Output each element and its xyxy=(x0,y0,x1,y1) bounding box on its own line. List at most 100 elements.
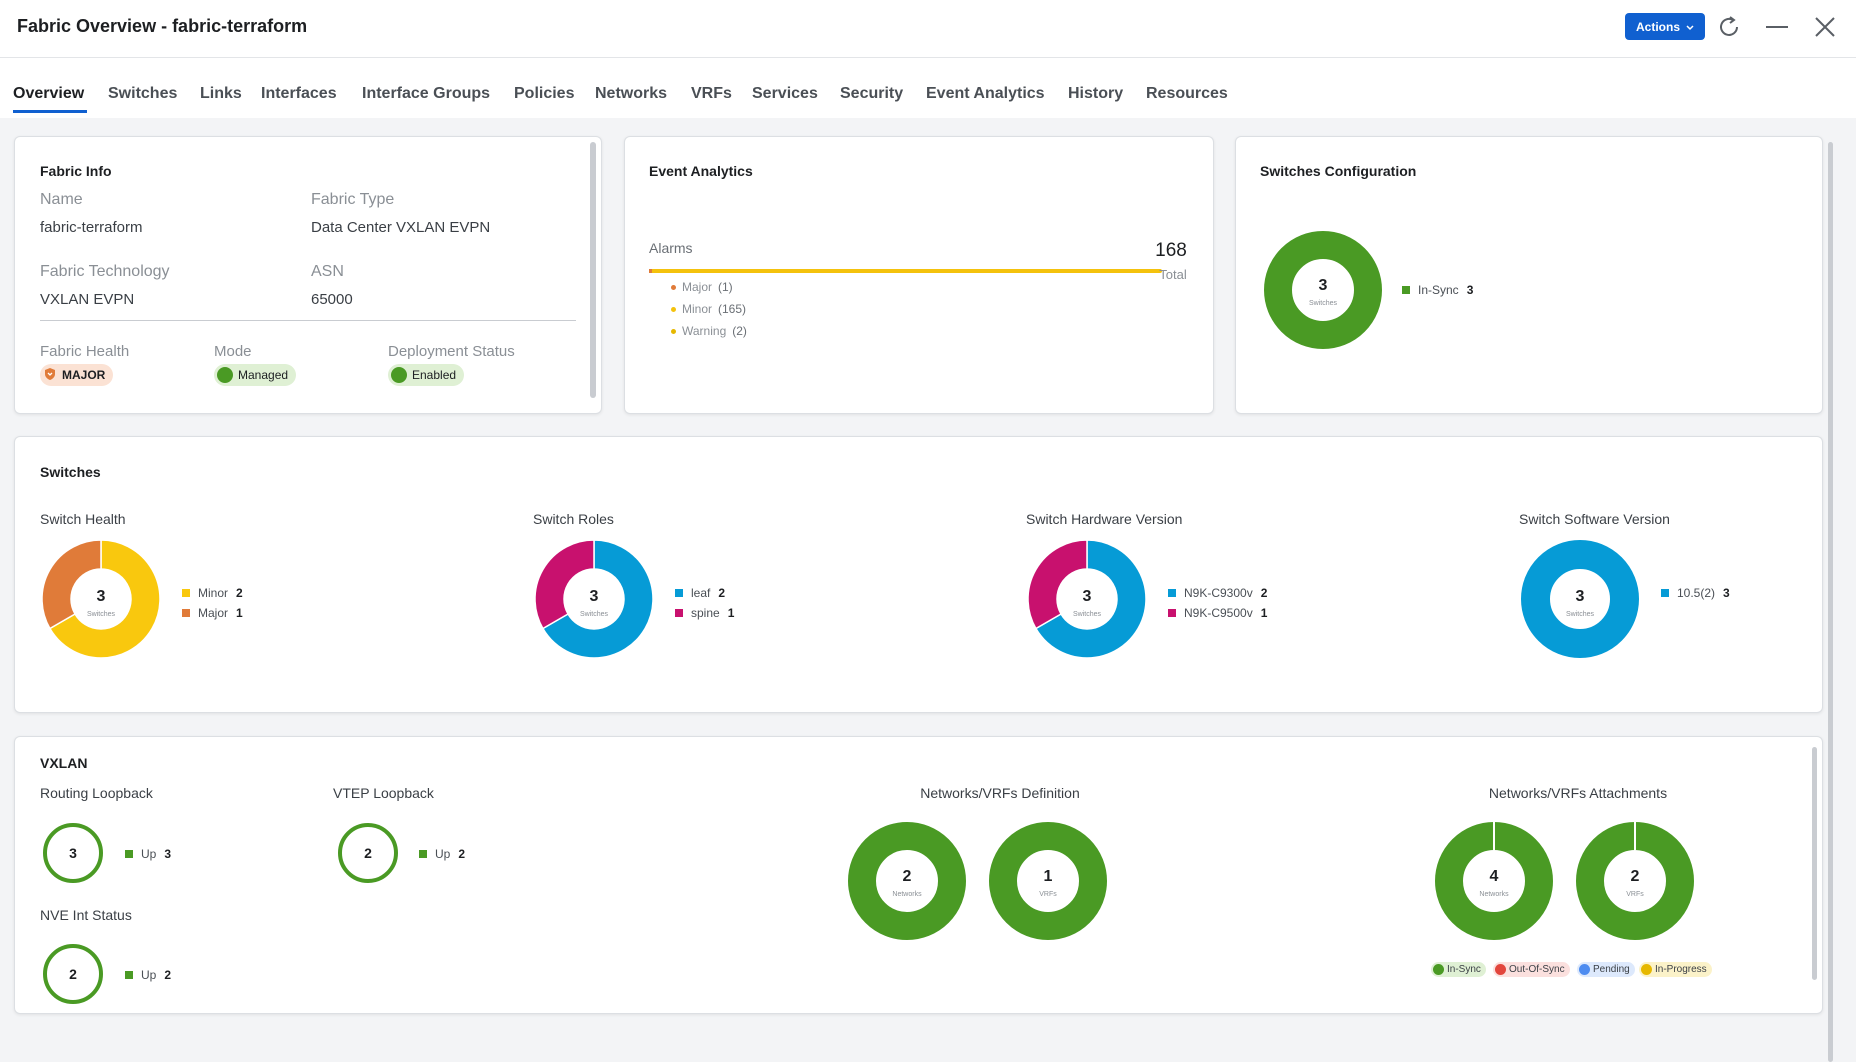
shield-icon xyxy=(43,367,57,384)
switch-hardware-version-title: Switch Hardware Version xyxy=(1026,511,1183,527)
tab-networks[interactable]: Networks xyxy=(595,85,668,102)
legend-swatch xyxy=(182,589,190,597)
donut-slice-10-5-2- xyxy=(1521,540,1639,658)
alarm-warning-count: (2) xyxy=(732,324,747,338)
routing-loopback-title: Routing Loopback xyxy=(40,785,153,801)
status-dot-icon xyxy=(217,367,233,383)
switch-health-donut: 3 Switches xyxy=(41,539,161,659)
window-header: Fabric Overview - fabric-terraform Actio… xyxy=(0,0,1856,58)
fabric-info-scrollbar[interactable] xyxy=(590,142,596,398)
donut-center-sub: Switches xyxy=(1073,611,1102,618)
page-title: Fabric Overview - fabric-terraform xyxy=(17,16,308,36)
legend-pill-in-progress: In-Progress xyxy=(1639,962,1712,977)
tab-switches[interactable]: Switches xyxy=(108,85,178,102)
switches-configuration-card: Switches Configuration 3 Switches In-Syn… xyxy=(1235,136,1833,1062)
vtep-loopback-legend: Up 2 xyxy=(419,847,465,861)
tab-vrfs[interactable]: VRFs xyxy=(691,85,732,102)
switch-roles-donut: 3 Switches xyxy=(534,539,654,659)
networks-vrfs-attachments-title: Networks/VRFs Attachments xyxy=(1488,785,1668,801)
event-analytics-card: Event Analytics Alarms 168 Total Major (… xyxy=(624,136,1214,414)
legend-swatch xyxy=(1661,589,1669,597)
legend-value: 2 xyxy=(718,586,726,600)
name-value: fabric-terraform xyxy=(40,219,143,236)
legend-label: 10.5(2) xyxy=(1677,586,1716,600)
legend-pill-out-of-sync: Out-Of-Sync xyxy=(1493,962,1570,977)
vtep-loopback-ring: 2 xyxy=(338,823,398,883)
alarm-row-major: Major (1) xyxy=(671,280,733,294)
close-icon[interactable] xyxy=(1810,12,1840,42)
alarms-label: Alarms xyxy=(649,240,693,256)
definition-networks-donut: 2 Networks xyxy=(848,822,966,940)
legend-pill-pending: Pending xyxy=(1577,962,1635,977)
fabric-type-label: Fabric Type xyxy=(311,191,395,208)
svg-text:2: 2 xyxy=(69,966,77,982)
vxlan-card: VXLAN Routing Loopback 3 Up 3 VTEP Loopb… xyxy=(14,736,1823,1014)
legend-item-n9k-c9300v: N9K-C9300v 2 xyxy=(1168,586,1267,600)
routing-loopback-legend: Up 3 xyxy=(125,847,171,861)
legend-item-spine: spine 1 xyxy=(675,606,734,620)
donut-slice-n9k-c9500v xyxy=(1027,539,1088,630)
legend-value: 1 xyxy=(1260,606,1268,620)
legend-value: 1 xyxy=(236,606,243,620)
donut-center-sub: Switches xyxy=(1309,300,1338,307)
legend-value: 3 xyxy=(1466,283,1474,297)
donut-slice-leaf xyxy=(541,539,654,659)
nve-int-status-title: NVE Int Status xyxy=(40,907,132,923)
actions-label: Actions xyxy=(1635,19,1680,34)
tab-policies[interactable]: Policies xyxy=(514,85,575,102)
refresh-icon[interactable] xyxy=(1714,12,1744,42)
alarm-minor-label: Minor xyxy=(682,302,713,316)
fabric-health-label: Fabric Health xyxy=(40,343,130,360)
switch-hardware-version-donut: 3 Switches xyxy=(1027,539,1147,659)
legend-swatch xyxy=(675,589,683,597)
legend-label: spine xyxy=(691,606,720,620)
alarms-total: 168 xyxy=(1155,240,1187,261)
tab-interface-groups[interactable]: Interface Groups xyxy=(362,85,491,102)
routing-loopback-ring: 3 xyxy=(43,823,103,883)
tab-history[interactable]: History xyxy=(1068,85,1124,102)
alarm-major-label: Major xyxy=(682,280,713,294)
legend-swatch xyxy=(1402,286,1410,294)
legend-label: leaf xyxy=(691,586,711,600)
switches-configuration-donut: 3 Switches xyxy=(1264,231,1382,349)
definition-vrfs-donut: 1 VRFs xyxy=(989,822,1107,940)
svg-text:VRFs: VRFs xyxy=(1039,891,1057,898)
legend-value: 1 xyxy=(727,606,735,620)
legend-label: Major xyxy=(198,606,229,620)
tab-services[interactable]: Services xyxy=(752,85,818,102)
legend-label: Minor xyxy=(198,586,229,600)
networks-vrfs-definition-title: Networks/VRFs Definition xyxy=(920,785,1080,801)
minimize-icon[interactable] xyxy=(1762,12,1792,42)
nve-int-status-ring: 2 xyxy=(43,944,103,1004)
tab-interfaces[interactable]: Interfaces xyxy=(261,85,337,102)
page-scrollbar[interactable] xyxy=(1828,142,1833,1062)
svg-text:VRFs: VRFs xyxy=(1626,891,1644,898)
fabric-info-card: Fabric Info Name fabric-terraform Fabric… xyxy=(14,136,602,414)
tab-security[interactable]: Security xyxy=(840,85,904,102)
actions-button[interactable]: Actions xyxy=(1625,13,1705,40)
tab-event-analytics[interactable]: Event Analytics xyxy=(926,85,1045,102)
donut-center-value: 3 xyxy=(1319,277,1328,294)
switch-roles-title: Switch Roles xyxy=(533,511,614,527)
deployment-status-badge: Enabled xyxy=(388,364,465,386)
alarm-warning-label: Warning xyxy=(682,324,727,338)
alarm-row-minor: Minor (165) xyxy=(671,302,746,316)
switch-health-title: Switch Health xyxy=(40,511,126,527)
tab-bar: Overview Switches Links Interfaces Inter… xyxy=(0,58,1856,118)
alarms-bar xyxy=(649,269,1162,273)
legend-item-minor: Minor 2 xyxy=(182,586,243,600)
svg-text:2: 2 xyxy=(903,868,912,885)
tab-overview[interactable]: Overview xyxy=(13,85,85,102)
donut-center-value: 3 xyxy=(1576,588,1585,605)
tab-links[interactable]: Links xyxy=(200,85,242,102)
alarm-minor-count: (165) xyxy=(718,302,747,316)
nve-int-status-legend: Up 2 xyxy=(125,968,171,982)
legend-swatch xyxy=(182,609,190,617)
mode-value: Managed xyxy=(238,368,289,382)
switches-card: Switches Switch Health 3 Switches Minor 2 Maj… xyxy=(14,436,1823,713)
tab-resources[interactable]: Resources xyxy=(1146,85,1228,102)
attachments-networks-donut: 4 Networks xyxy=(1435,822,1553,940)
legend-swatch xyxy=(1168,589,1176,597)
switch-software-version-donut: 3 Switches xyxy=(1521,540,1639,658)
vxlan-scrollbar[interactable] xyxy=(1812,747,1817,980)
